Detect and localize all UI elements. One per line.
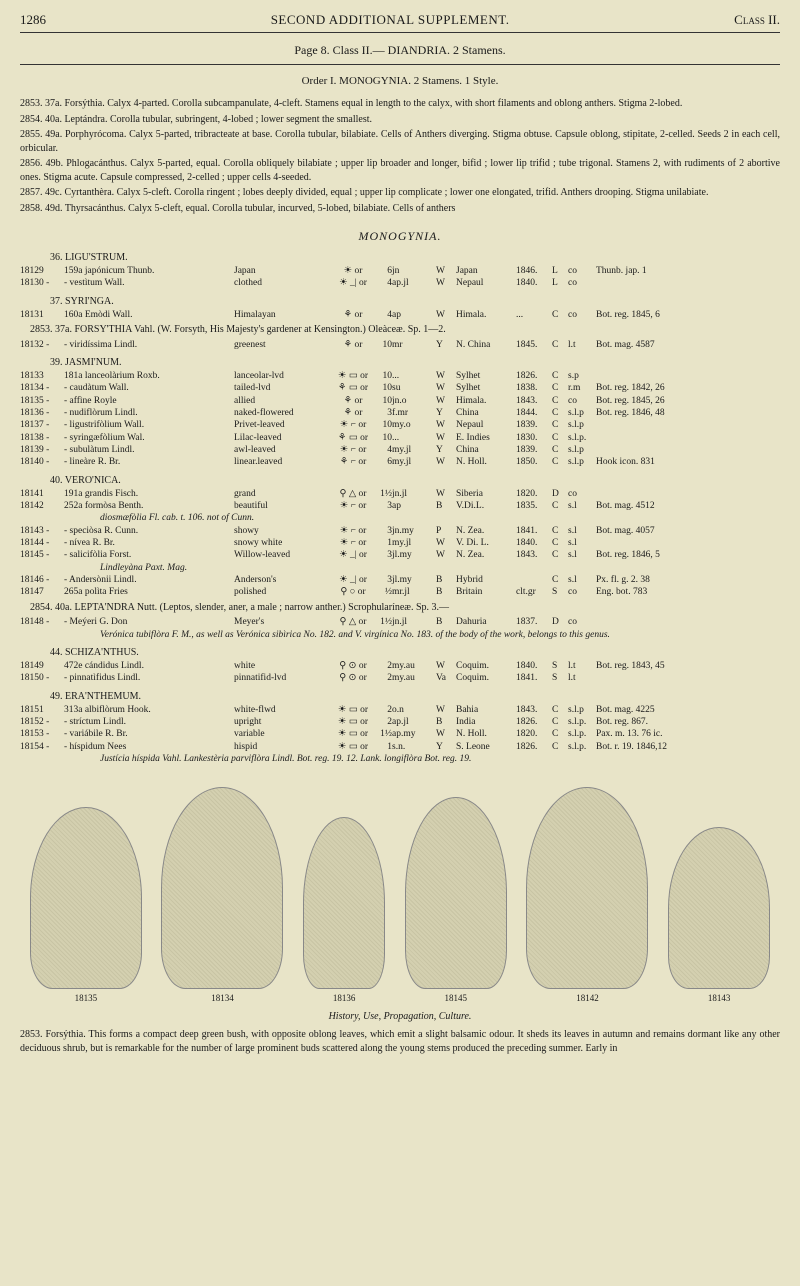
genus-heading: 36. LIGU'STRUM. xyxy=(20,252,780,263)
species-row: 18140 -- lineàre R. Br.linear.leaved⚘ ⌐ … xyxy=(20,456,780,468)
species-row: 18150 -- pinnatìfidus Lindl.pinnatifid-l… xyxy=(20,672,780,684)
genus-heading: 40. VERO'NICA. xyxy=(20,475,780,486)
species-row: 18143 -- speciòsa R. Cunn.showy☀ ⌐ or3jn… xyxy=(20,525,780,537)
figure: 18145 xyxy=(405,797,507,1003)
plant-illustration xyxy=(161,787,283,989)
species-row: 18132 -- viridíssima Lindl.greenest⚘ or1… xyxy=(20,339,780,351)
genus-heading: 49. ERA'NTHEMUM. xyxy=(20,691,780,702)
figure-label: 18143 xyxy=(708,993,731,1003)
species-row: 18139 -- subulàtum Lindl.awl-leaved☀ ⌐ o… xyxy=(20,444,780,456)
genus-note: Verónica tubiflòra F. M., as well as Ver… xyxy=(20,629,780,641)
class-label: Class II. xyxy=(734,12,780,28)
header-title: SECOND ADDITIONAL SUPPLEMENT. xyxy=(271,12,510,28)
page-number: 1286 xyxy=(20,12,46,28)
genus-note: Lindleyàna Paxt. Mag. xyxy=(20,562,780,574)
species-row: 18129159a japónicum Thunb.Japan☀ or6jnWJ… xyxy=(20,265,780,277)
species-row: 18153 -- variábile R. Br.variable☀ ▭ or1… xyxy=(20,728,780,740)
bottom-paragraph: 2853. Forsýthia. This forms a compact de… xyxy=(20,1028,780,1055)
species-row: 18142252a formòsa Benth.beautiful☀ ⌐ or3… xyxy=(20,500,780,512)
figure: 18135 xyxy=(30,807,142,1003)
genus-inline-heading: 2853. 37a. FORSY'THIA Vahl. (W. Forsyth,… xyxy=(20,323,780,337)
species-row: 18149472e cándidus Lindl.white⚲ ⊙ or2my.… xyxy=(20,660,780,672)
intro-paragraphs: 2853. 37a. Forsýthia. Calyx 4-parted. Co… xyxy=(20,97,780,215)
species-row: 18141191a grandis Fisch.grand⚲ △ or1½jn.… xyxy=(20,488,780,500)
figure-label: 18142 xyxy=(576,993,599,1003)
species-row: 18130 -- vestìtum Wall.clothed☀ _| or4ap… xyxy=(20,277,780,289)
species-row: 18151313a albiflòrum Hook.white-flwd☀ ▭ … xyxy=(20,704,780,716)
genus-inline-heading: 2854. 40a. LEPTA'NDRA Nutt. (Leptos, sle… xyxy=(20,601,780,615)
species-row: 18136 -- nudiflòrum Lindl.naked-flowered… xyxy=(20,407,780,419)
genus-heading: 44. SCHIZA'NTHUS. xyxy=(20,647,780,658)
page-root: 1286 SECOND ADDITIONAL SUPPLEMENT. Class… xyxy=(0,0,800,1067)
intro-paragraph: 2853. 37a. Forsýthia. Calyx 4-parted. Co… xyxy=(20,97,780,111)
intro-paragraph: 2856. 49b. Phlogacánthus. Calyx 5-parted… xyxy=(20,157,780,184)
page-header: 1286 SECOND ADDITIONAL SUPPLEMENT. Class… xyxy=(20,12,780,33)
species-row: 18138 -- syringæfòlium Wal.Lilac-leaved⚘… xyxy=(20,432,780,444)
plant-illustration xyxy=(668,827,770,989)
genus-note: Justícia híspida Vahl. Lankestèria parvi… xyxy=(20,753,780,765)
page-subtitle: Page 8. Class II.— DIANDRIA. 2 Stamens. xyxy=(20,43,780,65)
species-row: 18137 -- ligustrifòlium Wall.Privet-leav… xyxy=(20,419,780,431)
figure-label: 18134 xyxy=(211,993,234,1003)
plant-illustration xyxy=(405,797,507,989)
species-row: 18131160a Emòdi Wall.Himalayan⚘ or4apWHi… xyxy=(20,309,780,321)
figure-label: 18136 xyxy=(333,993,356,1003)
intro-paragraph: 2858. 49d. Thyrsacánthus. Calyx 5-cleft,… xyxy=(20,202,780,216)
species-row: 18148 -- Meýeri G. DonMeyer's⚲ △ or1½jn.… xyxy=(20,616,780,628)
figure: 18136 xyxy=(303,817,385,1003)
species-row: 18152 -- stríctum Lindl.upright☀ ▭ or2ap… xyxy=(20,716,780,728)
order-line: Order I. MONOGYNIA. 2 Stamens. 1 Style. xyxy=(20,75,780,87)
intro-paragraph: 2857. 49c. Cyrtanthèra. Calyx 5-cleft. C… xyxy=(20,186,780,200)
plant-illustration xyxy=(30,807,142,989)
figure: 18143 xyxy=(668,827,770,1003)
section-heading: MONOGYNIA. xyxy=(20,229,780,244)
figure-label: 18145 xyxy=(445,993,468,1003)
genus-heading: 37. SYRI'NGA. xyxy=(20,296,780,307)
species-row: 18145 -- salicifòlia Forst.Willow-leaved… xyxy=(20,549,780,561)
species-listing: 36. LIGU'STRUM. 18129159a japónicum Thunb… xyxy=(20,252,780,765)
species-row: 18133181a lanceolàrium Roxb.lanceolar-lv… xyxy=(20,370,780,382)
species-row: 18154 -- híspidum Neeshispid☀ ▭ or1s.n.Y… xyxy=(20,741,780,753)
plant-illustration xyxy=(526,787,648,989)
figure: 18142 xyxy=(526,787,648,1003)
species-row: 18144 -- nívea R. Br.snowy white☀ ⌐ or1m… xyxy=(20,537,780,549)
intro-paragraph: 2855. 49a. Porphyrócoma. Calyx 5-parted,… xyxy=(20,128,780,155)
figure: 18134 xyxy=(161,787,283,1003)
species-row: 18134 -- caudàtum Wall.tailed-lvd⚘ ▭ or1… xyxy=(20,382,780,394)
genus-heading: 39. JASMI'NUM. xyxy=(20,357,780,368)
history-caption: History, Use, Propagation, Culture. xyxy=(20,1011,780,1022)
plant-illustration xyxy=(303,817,385,989)
figures-row: 18135 18134 18136 18145 18142 18143 xyxy=(20,773,780,1003)
figure-label: 18135 xyxy=(75,993,98,1003)
species-row: 18146 -- Andersònii Lindl.Anderson's☀ _|… xyxy=(20,574,780,586)
species-row: 18147265a polìta Friespolished⚲ ○ or½mr.… xyxy=(20,586,780,598)
intro-paragraph: 2854. 40a. Leptándra. Corolla tubular, s… xyxy=(20,113,780,127)
genus-note: diosmæfòlia Fl. cab. t. 106. not of Cunn… xyxy=(20,512,780,524)
species-row: 18135 -- affìne Royleallied⚘ or10jn.oWHi… xyxy=(20,395,780,407)
